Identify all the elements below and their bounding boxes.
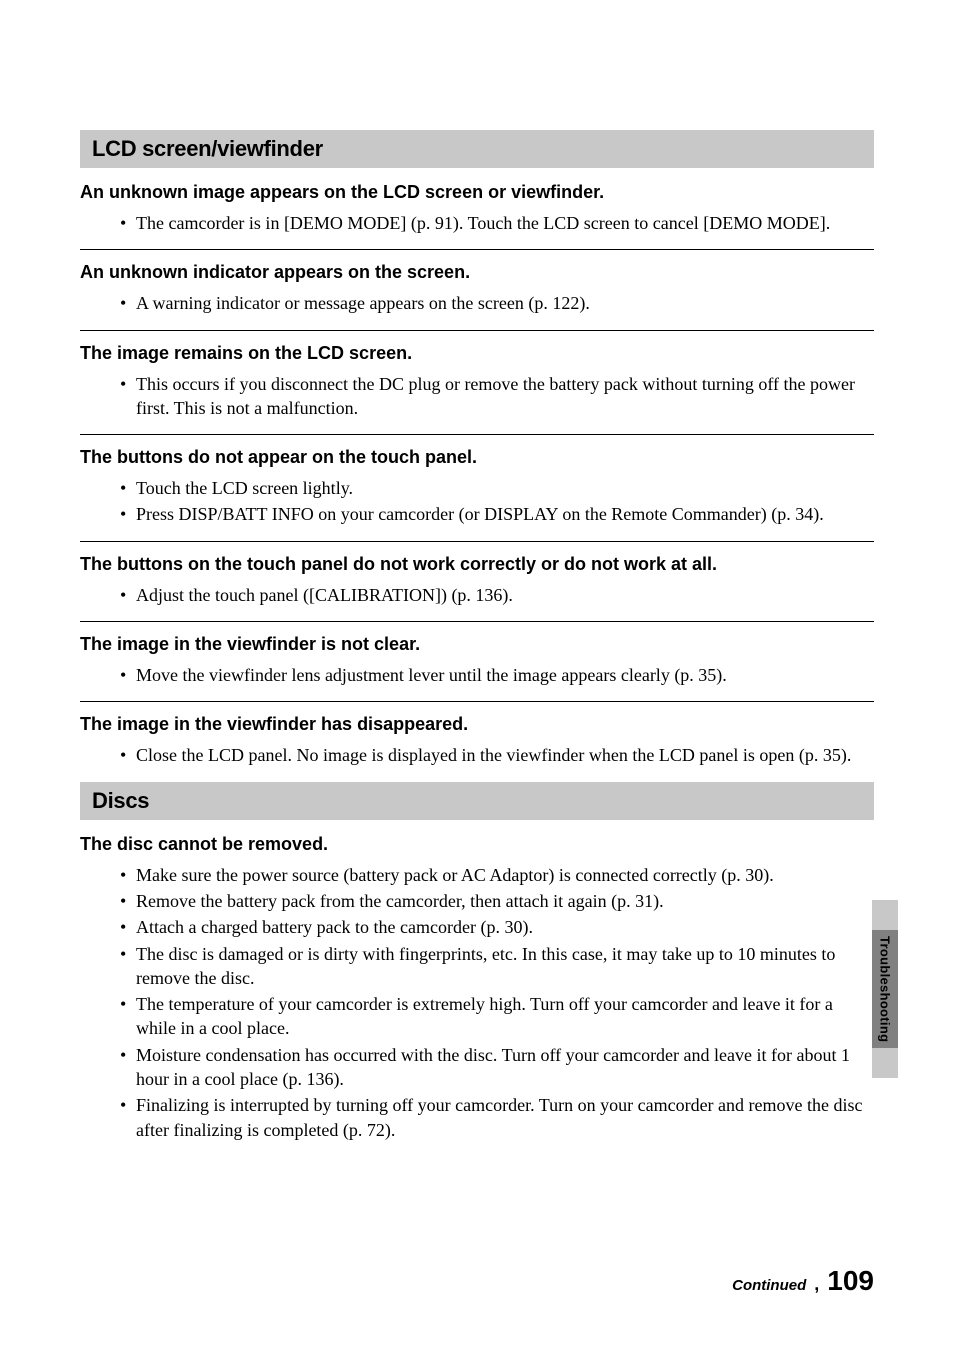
continued-arrow-icon: , [814, 1274, 819, 1295]
divider [80, 701, 874, 702]
topic-item: Finalizing is interrupted by turning off… [136, 1093, 874, 1142]
topic: The buttons do not appear on the touch p… [80, 447, 874, 527]
topic-item: Move the viewfinder lens adjustment leve… [136, 663, 874, 687]
topic-item: The disc is damaged or is dirty with fin… [136, 942, 874, 991]
topic: The image in the viewfinder is not clear… [80, 634, 874, 687]
topic-item: Touch the LCD screen lightly. [136, 476, 874, 500]
divider [80, 249, 874, 250]
topic-item: The temperature of your camcorder is ext… [136, 992, 874, 1041]
page-footer: Continued , 109 [732, 1265, 874, 1297]
topic-title: An unknown indicator appears on the scre… [80, 262, 874, 283]
topic: An unknown indicator appears on the scre… [80, 262, 874, 315]
topic-title: The buttons do not appear on the touch p… [80, 447, 874, 468]
divider [80, 621, 874, 622]
topic-title: The disc cannot be removed. [80, 834, 874, 855]
section-header-lcd: LCD screen/viewfinder [80, 130, 874, 168]
topic-item: Remove the battery pack from the camcord… [136, 889, 874, 913]
side-tab: Troubleshooting [872, 930, 898, 1048]
topic: The buttons on the touch panel do not wo… [80, 554, 874, 607]
side-tab-label: Troubleshooting [878, 936, 893, 1042]
page-number: 109 [827, 1265, 874, 1297]
topic-item: Press DISP/BATT INFO on your camcorder (… [136, 502, 874, 526]
topic-item: A warning indicator or message appears o… [136, 291, 874, 315]
topic-title: The buttons on the touch panel do not wo… [80, 554, 874, 575]
continued-label: Continued [732, 1277, 806, 1294]
topic-title: The image in the viewfinder has disappea… [80, 714, 874, 735]
topic-item: The camcorder is in [DEMO MODE] (p. 91).… [136, 211, 874, 235]
topic-item: This occurs if you disconnect the DC plu… [136, 372, 874, 421]
topic: The disc cannot be removed. Make sure th… [80, 834, 874, 1142]
divider [80, 541, 874, 542]
topic-title: The image in the viewfinder is not clear… [80, 634, 874, 655]
section-header-discs: Discs [80, 782, 874, 820]
topic-item: Make sure the power source (battery pack… [136, 863, 874, 887]
divider [80, 330, 874, 331]
divider [80, 434, 874, 435]
topic-item: Close the LCD panel. No image is display… [136, 743, 874, 767]
manual-page: LCD screen/viewfinder An unknown image a… [0, 0, 954, 1357]
topic: The image remains on the LCD screen. Thi… [80, 343, 874, 421]
topic-item: Attach a charged battery pack to the cam… [136, 915, 874, 939]
topic-item: Adjust the touch panel ([CALIBRATION]) (… [136, 583, 874, 607]
topic-title: The image remains on the LCD screen. [80, 343, 874, 364]
topic: An unknown image appears on the LCD scre… [80, 182, 874, 235]
topic-item: Moisture condensation has occurred with … [136, 1043, 874, 1092]
topic-title: An unknown image appears on the LCD scre… [80, 182, 874, 203]
topic: The image in the viewfinder has disappea… [80, 714, 874, 767]
